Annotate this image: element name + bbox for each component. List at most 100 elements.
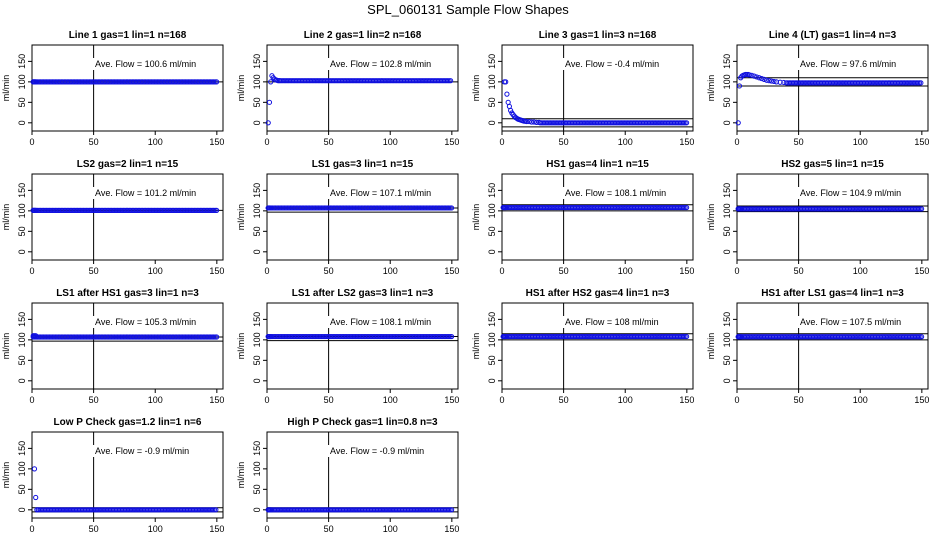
panel-9: LS1 after HS1 gas=3 lin=1 n=3 0 50 100 150 0 5…	[1, 288, 224, 405]
data-point	[751, 73, 757, 79]
x-tick-label: 100	[148, 395, 163, 405]
x-tick-label: 0	[264, 266, 269, 276]
y-tick-label: 100	[722, 74, 732, 89]
y-tick-label: 50	[487, 97, 497, 107]
panel-title: HS1 after LS1 gas=4 lin=1 n=3	[761, 288, 904, 299]
data-point	[766, 78, 772, 84]
data-point	[448, 333, 455, 340]
y-axis-label: ml/min	[706, 204, 716, 231]
x-tick-label: 150	[209, 524, 224, 534]
data-point	[768, 78, 775, 84]
data-point	[213, 207, 220, 213]
annotation-background	[328, 445, 427, 457]
data-point	[761, 76, 767, 83]
x-tick-label: 50	[794, 266, 804, 276]
plot-frame	[501, 173, 694, 261]
x-tick-label: 50	[324, 137, 334, 147]
panel-4: Line 4 (LT) gas=1 lin=4 n=3 0 50 100 150 0 50 1…	[706, 30, 929, 147]
y-axis-label: ml/min	[1, 204, 11, 231]
y-tick-label: 0	[252, 249, 262, 254]
plot-frame	[736, 44, 929, 132]
average-flow-annotation: Ave. Flow = 107.1 ml/min	[330, 188, 431, 198]
x-tick-label: 0	[29, 524, 34, 534]
average-flow-annotation: Ave. Flow = 100.6 ml/min	[95, 59, 196, 69]
y-tick-label: 100	[252, 332, 262, 347]
y-tick-label: 0	[252, 120, 262, 125]
y-tick-label: 0	[17, 507, 27, 512]
average-flow-annotation: Ave. Flow = 108 ml/min	[565, 317, 659, 327]
data-point	[33, 494, 39, 501]
y-tick-label: 0	[17, 378, 27, 383]
data-point	[448, 205, 455, 211]
y-tick-label: 150	[17, 441, 27, 456]
annotation-background	[563, 58, 662, 70]
annotation-background	[798, 58, 899, 70]
y-axis-label: ml/min	[236, 204, 246, 231]
plot-frame	[31, 173, 224, 261]
x-tick-label: 150	[444, 266, 459, 276]
y-axis-label: ml/min	[706, 75, 716, 102]
y-tick-label: 100	[487, 332, 497, 347]
x-tick-label: 0	[734, 137, 739, 147]
x-tick-label: 100	[383, 137, 398, 147]
data-point	[524, 118, 530, 125]
x-tick-label: 0	[264, 524, 269, 534]
x-tick-label: 0	[264, 395, 269, 405]
y-tick-label: 50	[17, 484, 27, 494]
panel-title: Line 4 (LT) gas=1 lin=4 n=3	[769, 30, 897, 41]
x-tick-label: 100	[383, 395, 398, 405]
y-tick-label: 100	[722, 203, 732, 218]
y-axis-label: ml/min	[236, 462, 246, 489]
x-tick-label: 0	[734, 266, 739, 276]
average-flow-annotation: Ave. Flow = 101.2 ml/min	[95, 188, 196, 198]
x-tick-label: 0	[499, 137, 504, 147]
y-tick-label: 0	[17, 120, 27, 125]
data-point	[754, 74, 760, 80]
x-tick-label: 0	[29, 395, 34, 405]
data-point	[266, 99, 273, 105]
y-tick-label: 100	[17, 203, 27, 218]
data-point	[735, 120, 741, 126]
y-tick-label: 0	[17, 249, 27, 254]
data-point	[265, 120, 271, 126]
annotation-background	[328, 187, 434, 199]
panel-14: High P Check gas=1 lin=0.8 n=3 0 50 100 150 0…	[236, 417, 459, 534]
average-flow-annotation: Ave. Flow = -0.9 ml/min	[95, 446, 189, 456]
x-tick-label: 100	[383, 266, 398, 276]
annotation-background	[328, 58, 434, 70]
y-axis-label: ml/min	[471, 333, 481, 360]
data-point	[276, 78, 282, 84]
data-point	[528, 119, 535, 125]
panel-title: LS1 gas=3 lin=1 n=15	[312, 159, 414, 170]
panel-2: Line 2 gas=1 lin=2 n=168 0 50 100 150 0 50 100 1…	[236, 30, 459, 147]
plot-frame	[31, 302, 224, 390]
data-point	[213, 507, 219, 513]
panel-title: HS1 gas=4 lin=1 n=15	[546, 159, 649, 170]
y-tick-label: 150	[17, 312, 27, 327]
y-tick-label: 50	[487, 226, 497, 236]
average-flow-annotation: Ave. Flow = 108.1 ml/min	[565, 188, 666, 198]
panel-title: LS1 after LS2 gas=3 lin=1 n=3	[292, 288, 434, 299]
data-point	[506, 103, 512, 110]
panel-title: Line 3 gas=1 lin=3 n=168	[539, 30, 657, 41]
x-tick-label: 150	[679, 395, 694, 405]
y-tick-label: 150	[252, 183, 262, 198]
data-point	[504, 91, 510, 97]
annotation-background	[563, 187, 669, 199]
average-flow-annotation: Ave. Flow = 97.6 ml/min	[800, 59, 896, 69]
x-tick-label: 150	[914, 395, 929, 405]
x-tick-label: 50	[89, 266, 99, 276]
panel-13: Low P Check gas=1.2 lin=1 n=6 0 50 100 150 0 5…	[1, 417, 224, 534]
panel-10: LS1 after LS2 gas=3 lin=1 n=3 0 50 100 150 0 5…	[236, 288, 459, 405]
x-tick-label: 50	[324, 266, 334, 276]
panel-5: LS2 gas=2 lin=1 n=15 0 50 100 150 0 50 100 150 ml…	[1, 159, 224, 276]
average-flow-annotation: Ave. Flow = 107.5 ml/min	[800, 317, 901, 327]
data-point	[505, 99, 511, 105]
average-flow-annotation: Ave. Flow = 104.9 ml/min	[800, 188, 901, 198]
x-tick-label: 150	[209, 266, 224, 276]
annotation-background	[93, 316, 199, 328]
data-point	[759, 75, 765, 82]
data-point	[738, 334, 744, 340]
data-point	[533, 119, 540, 126]
y-tick-label: 50	[252, 484, 262, 494]
